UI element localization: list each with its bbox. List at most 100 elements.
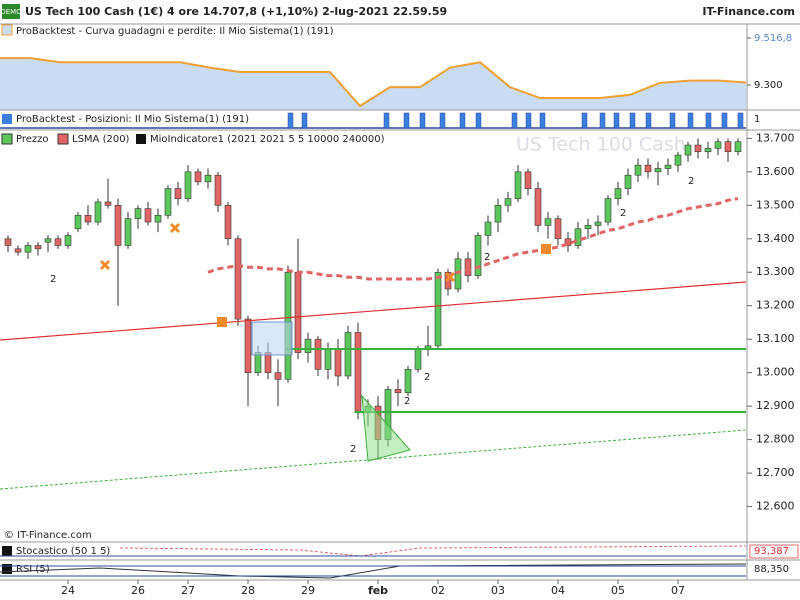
candle-body bbox=[334, 348, 342, 377]
candle-body bbox=[94, 201, 102, 223]
panel-label: RSI (5) bbox=[16, 564, 50, 575]
y-tick-label: 13.100 bbox=[756, 332, 795, 345]
signal-label: 2 bbox=[688, 176, 694, 187]
equity-line bbox=[0, 57, 746, 108]
x-tick-label: 03 bbox=[491, 584, 505, 597]
signal-label: 2 bbox=[620, 208, 626, 219]
candle-body bbox=[614, 188, 622, 199]
candle-body bbox=[474, 235, 482, 276]
candle-body bbox=[664, 164, 672, 169]
signal-label: 2 bbox=[484, 252, 490, 263]
brand: IT-Finance.com bbox=[702, 5, 795, 18]
x-tick-label: 02 bbox=[431, 584, 445, 597]
candle-body bbox=[344, 332, 352, 377]
x-tick-label: 29 bbox=[301, 584, 315, 597]
legend-entry: Prezzo bbox=[16, 134, 49, 145]
candle-body bbox=[274, 372, 282, 380]
stoch-line bbox=[119, 545, 747, 557]
candle-body bbox=[554, 218, 562, 240]
watermark: US Tech 100 Cash bbox=[516, 134, 686, 156]
y-tick-label: 9.300 bbox=[754, 80, 783, 91]
candle-body bbox=[414, 348, 422, 370]
signal-label: 2 bbox=[350, 444, 356, 455]
position-bars bbox=[287, 112, 744, 129]
candle-body bbox=[24, 245, 32, 253]
x-tick-label: 04 bbox=[551, 584, 565, 597]
header bbox=[0, 0, 800, 24]
candle-body bbox=[624, 174, 632, 189]
candle-body bbox=[404, 369, 412, 394]
candle-body bbox=[314, 338, 322, 370]
candle-body bbox=[144, 208, 152, 223]
candle-body bbox=[214, 174, 222, 206]
candle-body bbox=[634, 164, 642, 176]
candle-body bbox=[164, 188, 172, 216]
candle-body bbox=[64, 235, 72, 246]
x-tick-label: 24 bbox=[61, 584, 75, 597]
candle-body bbox=[174, 188, 182, 199]
legend-swatch bbox=[2, 564, 12, 574]
candle-body bbox=[394, 389, 402, 394]
y-tick-label: 9.516,8 bbox=[754, 33, 792, 44]
candle-body bbox=[264, 352, 272, 373]
candle-body bbox=[134, 208, 142, 219]
lsma-line bbox=[207, 197, 739, 281]
x-tick-label: 28 bbox=[241, 584, 255, 597]
candle-body bbox=[704, 148, 712, 153]
panel-label: Stocastico (50 1 5) bbox=[16, 546, 110, 557]
candle-body bbox=[674, 154, 682, 166]
y-tick-label: 12.800 bbox=[756, 433, 795, 446]
candle-body bbox=[584, 225, 592, 230]
candle-body bbox=[504, 198, 512, 206]
candle-body bbox=[464, 258, 472, 276]
candle-body bbox=[694, 144, 702, 153]
equity-area bbox=[0, 58, 746, 110]
candle-body bbox=[724, 141, 732, 153]
y-tick-label: 13.200 bbox=[756, 299, 795, 312]
drawings bbox=[0, 222, 747, 490]
y-tick-label: 13.400 bbox=[756, 232, 795, 245]
candle-body bbox=[224, 205, 232, 240]
candle-body bbox=[184, 171, 192, 199]
panel-value: 93,387 bbox=[754, 546, 789, 557]
panel-label: ProBacktest - Posizioni: Il Mio Sistema(… bbox=[16, 114, 249, 125]
candle-body bbox=[324, 348, 332, 370]
y-tick-label: 12.900 bbox=[756, 399, 795, 412]
copyright: © IT-Finance.com bbox=[4, 530, 92, 541]
demo-badge bbox=[2, 4, 20, 19]
y-tick-label: 13.000 bbox=[756, 366, 795, 379]
x-tick-label: 27 bbox=[181, 584, 195, 597]
x-tick-label: 26 bbox=[131, 584, 145, 597]
candle-body bbox=[124, 218, 132, 246]
candle-body bbox=[514, 171, 522, 199]
badge-text: DEMO bbox=[0, 8, 22, 16]
candle-body bbox=[644, 164, 652, 173]
equity-panel bbox=[0, 57, 746, 110]
y-tick-label: 13.500 bbox=[756, 198, 795, 211]
title: US Tech 100 Cash (1€) 4 ore 14.707,8 (+1… bbox=[25, 5, 447, 18]
candle-body bbox=[354, 332, 362, 414]
candle-body bbox=[574, 228, 582, 246]
axis-label: 1 bbox=[754, 114, 760, 125]
legend: Prezzo LSMA (200) MioIndicatore1 (2021 2… bbox=[1, 133, 385, 145]
y-tick-label: 13.700 bbox=[756, 131, 795, 144]
signal-label: 2 bbox=[404, 396, 410, 407]
x-tick-label: 05 bbox=[611, 584, 625, 597]
candle-body bbox=[244, 318, 252, 373]
candle-body bbox=[104, 201, 112, 206]
candle-body bbox=[4, 238, 12, 246]
candle-body bbox=[14, 248, 22, 253]
candle-body bbox=[54, 238, 62, 246]
candle-body bbox=[494, 205, 502, 223]
legend-swatch bbox=[2, 546, 12, 556]
candle-body bbox=[684, 144, 692, 156]
candle-body bbox=[594, 221, 602, 226]
x-axis: 24 26 27 28 29 feb 02 03 04 05 07 bbox=[61, 580, 685, 597]
candle-body bbox=[254, 352, 262, 373]
candle-body bbox=[84, 215, 92, 223]
legend-swatch bbox=[1, 24, 13, 36]
y-tick-label: 12.700 bbox=[756, 466, 795, 479]
candle-body bbox=[524, 171, 532, 189]
candle-body bbox=[74, 215, 82, 230]
